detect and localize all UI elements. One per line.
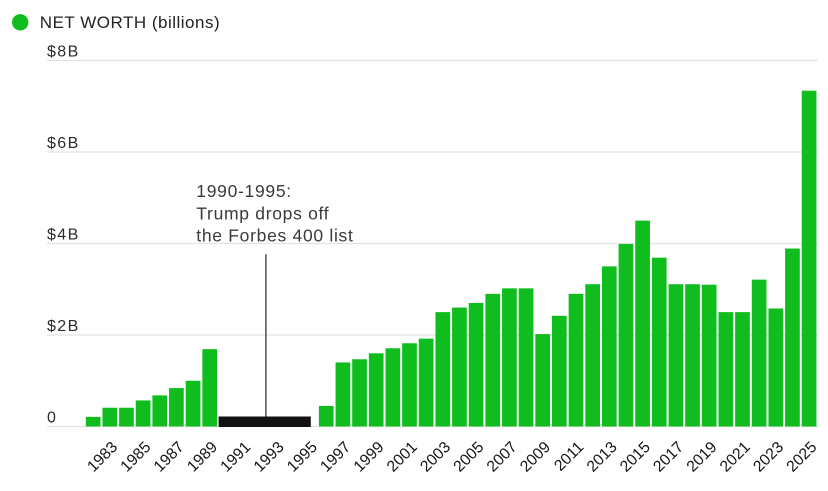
svg-text:NET WORTH (billions): NET WORTH (billions)	[40, 13, 220, 32]
svg-text:1990-1995:: 1990-1995:	[196, 181, 292, 201]
svg-text:$8B: $8B	[47, 43, 80, 60]
svg-text:the Forbes 400 list: the Forbes 400 list	[196, 226, 353, 246]
svg-text:$6B: $6B	[47, 135, 80, 152]
svg-text:$4B: $4B	[47, 226, 80, 243]
svg-text:$2B: $2B	[47, 318, 80, 335]
svg-text:Trump drops off: Trump drops off	[196, 203, 329, 223]
svg-text:0: 0	[47, 409, 57, 426]
